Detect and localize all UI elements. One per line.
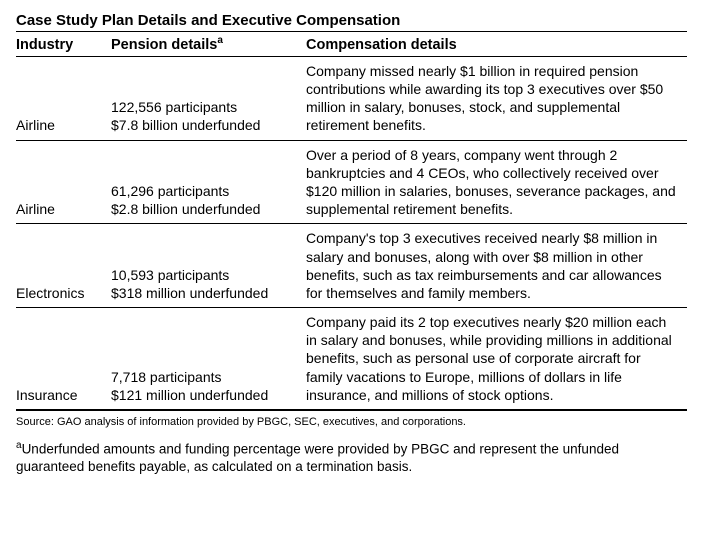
table-header-row: Industry Pension detailsa Compensation d… — [16, 32, 687, 56]
cell-comp: Over a period of 8 years, company went t… — [306, 140, 687, 224]
cell-industry: Insurance — [16, 308, 111, 410]
cell-comp: Company's top 3 executives received near… — [306, 224, 687, 308]
pension-participants: 61,296 participants — [111, 183, 229, 199]
pension-participants: 122,556 participants — [111, 99, 237, 115]
header-comp: Compensation details — [306, 32, 687, 56]
pension-underfunded: $7.8 billion underfunded — [111, 117, 260, 133]
cell-industry: Airline — [16, 56, 111, 140]
header-pension: Pension detailsa — [111, 32, 306, 56]
cell-industry: Airline — [16, 140, 111, 224]
header-industry: Industry — [16, 32, 111, 56]
case-study-table: Industry Pension detailsa Compensation d… — [16, 32, 687, 411]
pension-underfunded: $121 million underfunded — [111, 387, 268, 403]
table-row: Airline 61,296 participants $2.8 billion… — [16, 140, 687, 224]
pension-participants: 10,593 participants — [111, 267, 229, 283]
cell-industry: Electronics — [16, 224, 111, 308]
table-row: Airline 122,556 participants $7.8 billio… — [16, 56, 687, 140]
cell-pension: 7,718 participants $121 million underfun… — [111, 308, 306, 410]
cell-pension: 10,593 participants $318 million underfu… — [111, 224, 306, 308]
table-row: Electronics 10,593 participants $318 mil… — [16, 224, 687, 308]
source-note: Source: GAO analysis of information prov… — [16, 415, 687, 429]
table-row: Insurance 7,718 participants $121 millio… — [16, 308, 687, 410]
pension-underfunded: $318 million underfunded — [111, 285, 268, 301]
cell-pension: 61,296 participants $2.8 billion underfu… — [111, 140, 306, 224]
footnote: aUnderfunded amounts and funding percent… — [16, 439, 687, 476]
pension-participants: 7,718 participants — [111, 369, 222, 385]
cell-comp: Company missed nearly $1 billion in requ… — [306, 56, 687, 140]
header-pension-super: a — [217, 35, 223, 46]
footnote-text: Underfunded amounts and funding percenta… — [16, 442, 619, 475]
header-pension-text: Pension details — [111, 37, 217, 53]
pension-underfunded: $2.8 billion underfunded — [111, 201, 260, 217]
cell-pension: 122,556 participants $7.8 billion underf… — [111, 56, 306, 140]
cell-comp: Company paid its 2 top executives nearly… — [306, 308, 687, 410]
table-title: Case Study Plan Details and Executive Co… — [16, 12, 687, 32]
